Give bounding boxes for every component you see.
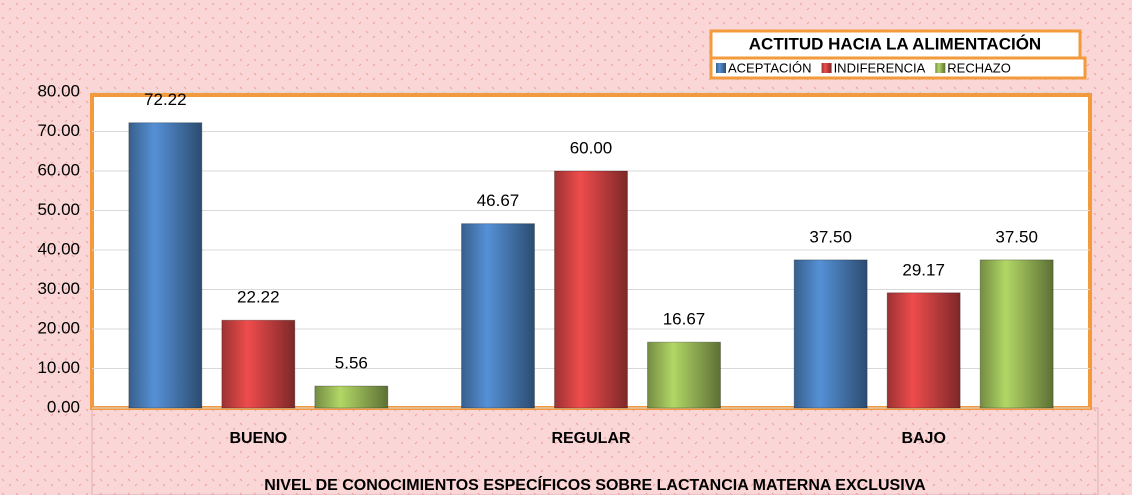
bar — [886, 292, 961, 409]
y-tick-label: 50.00 — [37, 200, 80, 219]
bar — [221, 319, 296, 409]
y-tick-label: 30.00 — [37, 279, 80, 298]
legend-label: RECHAZO — [947, 60, 1011, 75]
y-tick-label: 10.00 — [37, 358, 80, 377]
y-tick-label: 80.00 — [37, 81, 80, 100]
value-label: 22.22 — [237, 288, 280, 307]
bar — [314, 385, 389, 409]
bar — [128, 122, 203, 409]
x-tick-label: BUENO — [229, 430, 287, 447]
y-tick-label: 0.00 — [47, 397, 80, 416]
x-tick-label: REGULAR — [551, 430, 631, 447]
bar — [461, 223, 535, 409]
y-tick-label: 60.00 — [37, 160, 80, 179]
legend-swatch — [716, 63, 726, 73]
value-label: 37.50 — [995, 227, 1038, 246]
legend-label: ACEPTACIÓN — [728, 60, 812, 75]
legend-box — [709, 56, 1087, 80]
legend-title: ACTITUD HACIA LA ALIMENTACIÓN — [749, 34, 1041, 53]
bar — [554, 170, 628, 409]
value-label: 5.56 — [335, 354, 368, 373]
bar — [793, 259, 868, 409]
legend-swatch — [935, 63, 946, 73]
value-label: 29.17 — [902, 260, 945, 279]
value-label: 16.67 — [663, 310, 706, 329]
value-label: 60.00 — [570, 138, 613, 157]
y-tick-label: 40.00 — [37, 239, 80, 258]
legend-label: INDIFERENCIA — [834, 60, 926, 75]
value-label: 72.22 — [144, 90, 187, 109]
x-axis-title: NIVEL DE CONOCIMIENTOS ESPECÍFICOS SOBRE… — [264, 475, 926, 494]
legend-swatch — [821, 63, 832, 73]
value-label: 37.50 — [809, 227, 852, 246]
bar — [647, 341, 721, 409]
y-tick-label: 70.00 — [37, 121, 80, 140]
value-label: 46.67 — [477, 191, 520, 210]
y-tick-label: 20.00 — [37, 318, 80, 337]
x-tick-label: BAJO — [901, 430, 945, 447]
bar — [979, 259, 1054, 409]
